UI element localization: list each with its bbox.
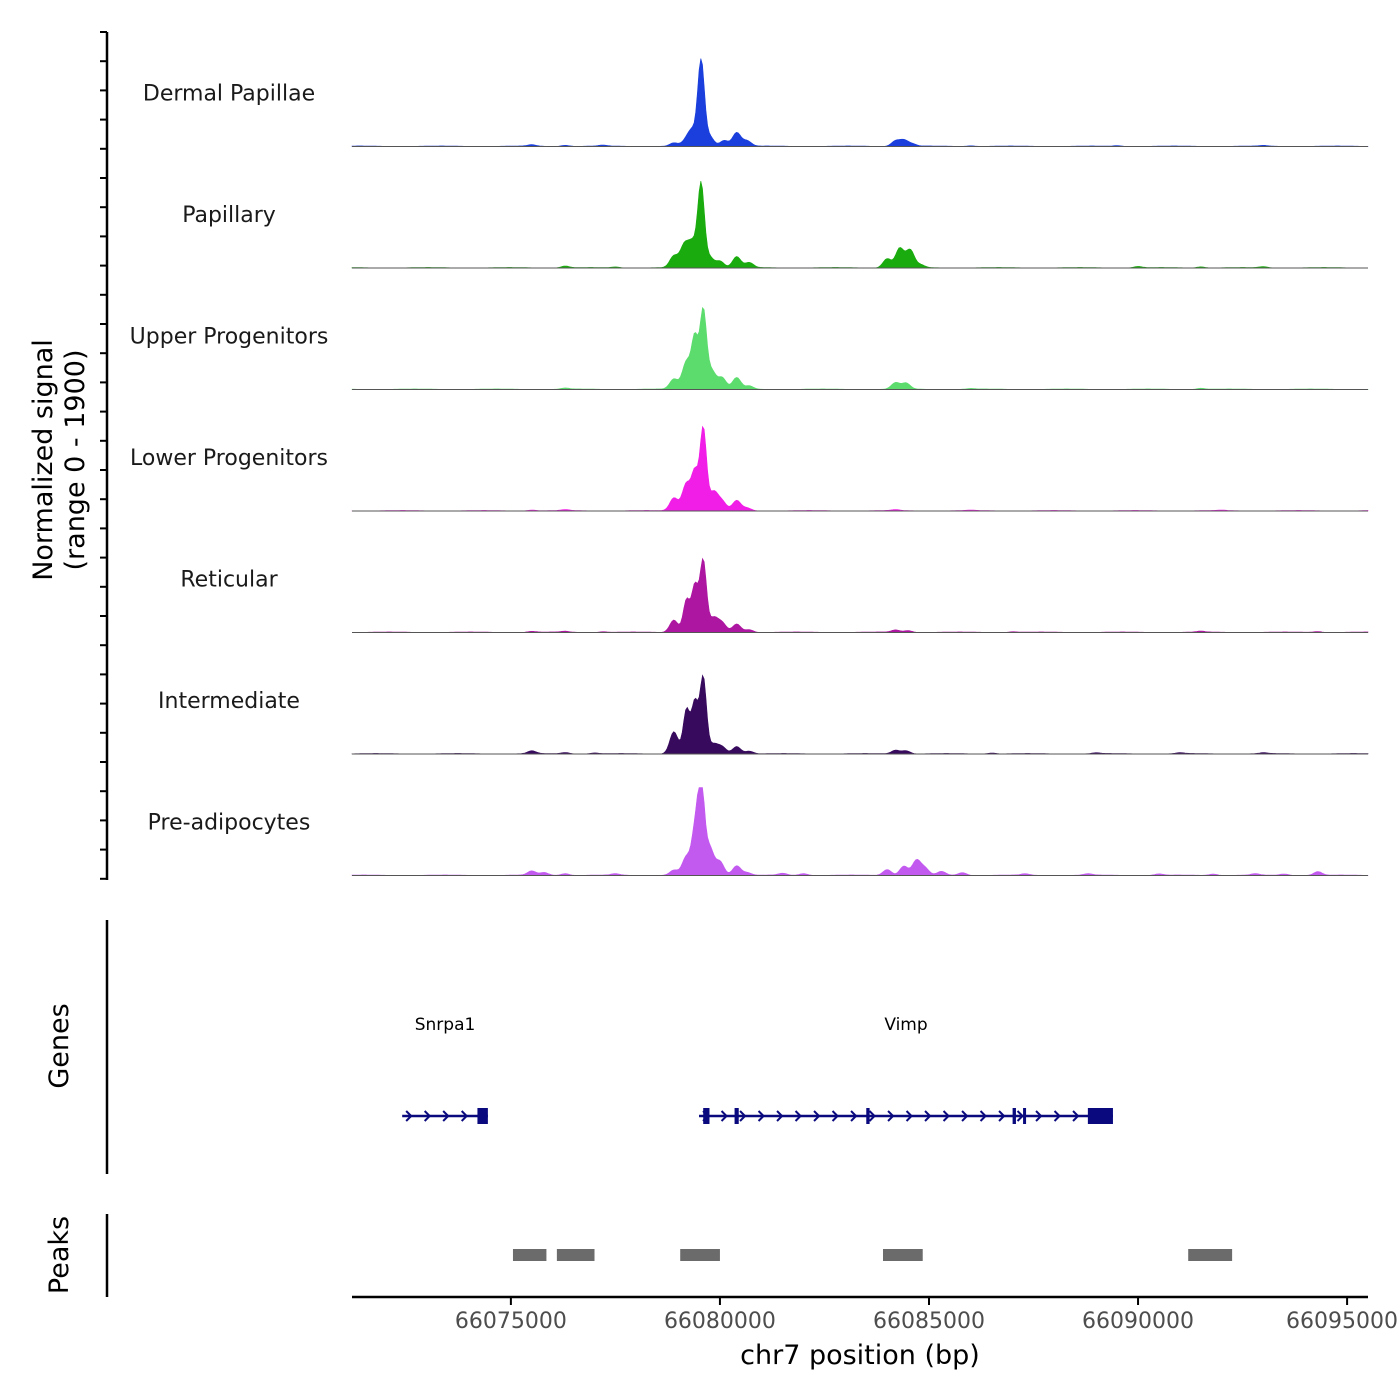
x-tick-label: 66090000 xyxy=(1082,1309,1194,1334)
strand-arrow xyxy=(868,1110,876,1122)
track-pre-adipocytes: Pre-adipocytes xyxy=(148,787,1369,876)
strand-arrow xyxy=(924,1110,932,1122)
y-axis-label-genes: Genes xyxy=(44,1003,75,1088)
y-axis-label-peaks: Peaks xyxy=(44,1216,75,1294)
peaks-track xyxy=(105,1214,1233,1297)
exon xyxy=(866,1108,870,1124)
y-axis-label-signal: Normalized signal xyxy=(28,339,59,581)
x-tick-label: 66085000 xyxy=(873,1309,985,1334)
track-lower-progenitors: Lower Progenitors xyxy=(130,425,1369,512)
track-upper-progenitors: Upper Progenitors xyxy=(130,306,1369,390)
strand-arrow xyxy=(739,1110,747,1122)
x-tick-label: 66095000 xyxy=(1286,1309,1398,1334)
gene-label: Vimp xyxy=(884,1015,927,1035)
gene-label: Snrpa1 xyxy=(415,1015,476,1035)
exon xyxy=(703,1108,710,1124)
gene-vimp: Vimp xyxy=(699,1015,1113,1124)
strand-arrow xyxy=(794,1110,802,1122)
exon xyxy=(477,1108,488,1124)
y-axis-label-range: (range 0 - 1900) xyxy=(60,350,91,571)
peak-region xyxy=(882,1249,923,1261)
signal-area xyxy=(351,58,1369,147)
strand-arrow xyxy=(460,1110,469,1122)
peak-region xyxy=(556,1249,595,1261)
signal-area xyxy=(352,557,1369,633)
gene-annotation-track: Snrpa1 Vimp xyxy=(105,920,1113,1174)
x-tick-label: 66080000 xyxy=(664,1309,776,1334)
strand-arrow xyxy=(1016,1110,1024,1122)
signal-area xyxy=(351,787,1369,876)
track-intermediate: Intermediate xyxy=(158,674,1369,755)
track-reticular: Reticular xyxy=(180,557,1369,633)
track-label: Reticular xyxy=(180,568,278,593)
strand-arrow xyxy=(776,1110,784,1122)
signal-area xyxy=(351,180,1368,269)
strand-arrow xyxy=(1072,1110,1080,1122)
strand-arrow xyxy=(850,1110,858,1122)
peak-region xyxy=(1188,1249,1233,1261)
strand-arrow xyxy=(905,1110,913,1122)
strand-arrow xyxy=(942,1110,950,1122)
signal-area xyxy=(351,306,1369,390)
signal-area xyxy=(351,425,1369,512)
track-label: Lower Progenitors xyxy=(130,446,328,471)
peak-region xyxy=(680,1249,720,1261)
strand-arrow xyxy=(887,1110,895,1122)
x-axis-title: chr7 position (bp) xyxy=(740,1340,980,1371)
strand-arrow xyxy=(720,1110,728,1122)
strand-arrow xyxy=(757,1110,765,1122)
signal-area xyxy=(351,674,1369,755)
exon xyxy=(1087,1108,1113,1124)
strand-arrow xyxy=(831,1110,839,1122)
track-label: Upper Progenitors xyxy=(130,325,329,350)
y-axis-label-line1: Normalized signal xyxy=(28,339,59,581)
strand-arrow xyxy=(979,1110,987,1122)
track-papillary: Papillary xyxy=(182,180,1368,269)
strand-arrow xyxy=(961,1110,969,1122)
strand-arrow xyxy=(813,1110,821,1122)
exon xyxy=(734,1108,739,1124)
exon xyxy=(1023,1108,1027,1124)
strand-arrow xyxy=(998,1110,1006,1122)
track-label: Dermal Papillae xyxy=(143,82,315,107)
track-label: Pre-adipocytes xyxy=(148,811,311,836)
strand-arrow xyxy=(423,1110,432,1122)
strand-arrow xyxy=(405,1110,413,1122)
track-label: Papillary xyxy=(182,203,276,228)
strand-arrow xyxy=(442,1110,450,1122)
x-axis: 66075000 66080000 66085000 66090000 66095000 xyxy=(352,1295,1398,1334)
strand-arrow xyxy=(1053,1110,1061,1122)
gene-snrpa1: Snrpa1 xyxy=(402,1015,488,1124)
exon xyxy=(1012,1108,1016,1124)
coverage-tracks: Dermal Papillae Papillary Upper Progenitor… xyxy=(100,31,1369,880)
peak-region xyxy=(512,1249,547,1261)
x-tick-label: 66075000 xyxy=(455,1309,567,1334)
track-dermal-papillae: Dermal Papillae xyxy=(143,58,1369,147)
strand-arrow xyxy=(1035,1110,1043,1122)
track-label: Intermediate xyxy=(158,689,300,714)
